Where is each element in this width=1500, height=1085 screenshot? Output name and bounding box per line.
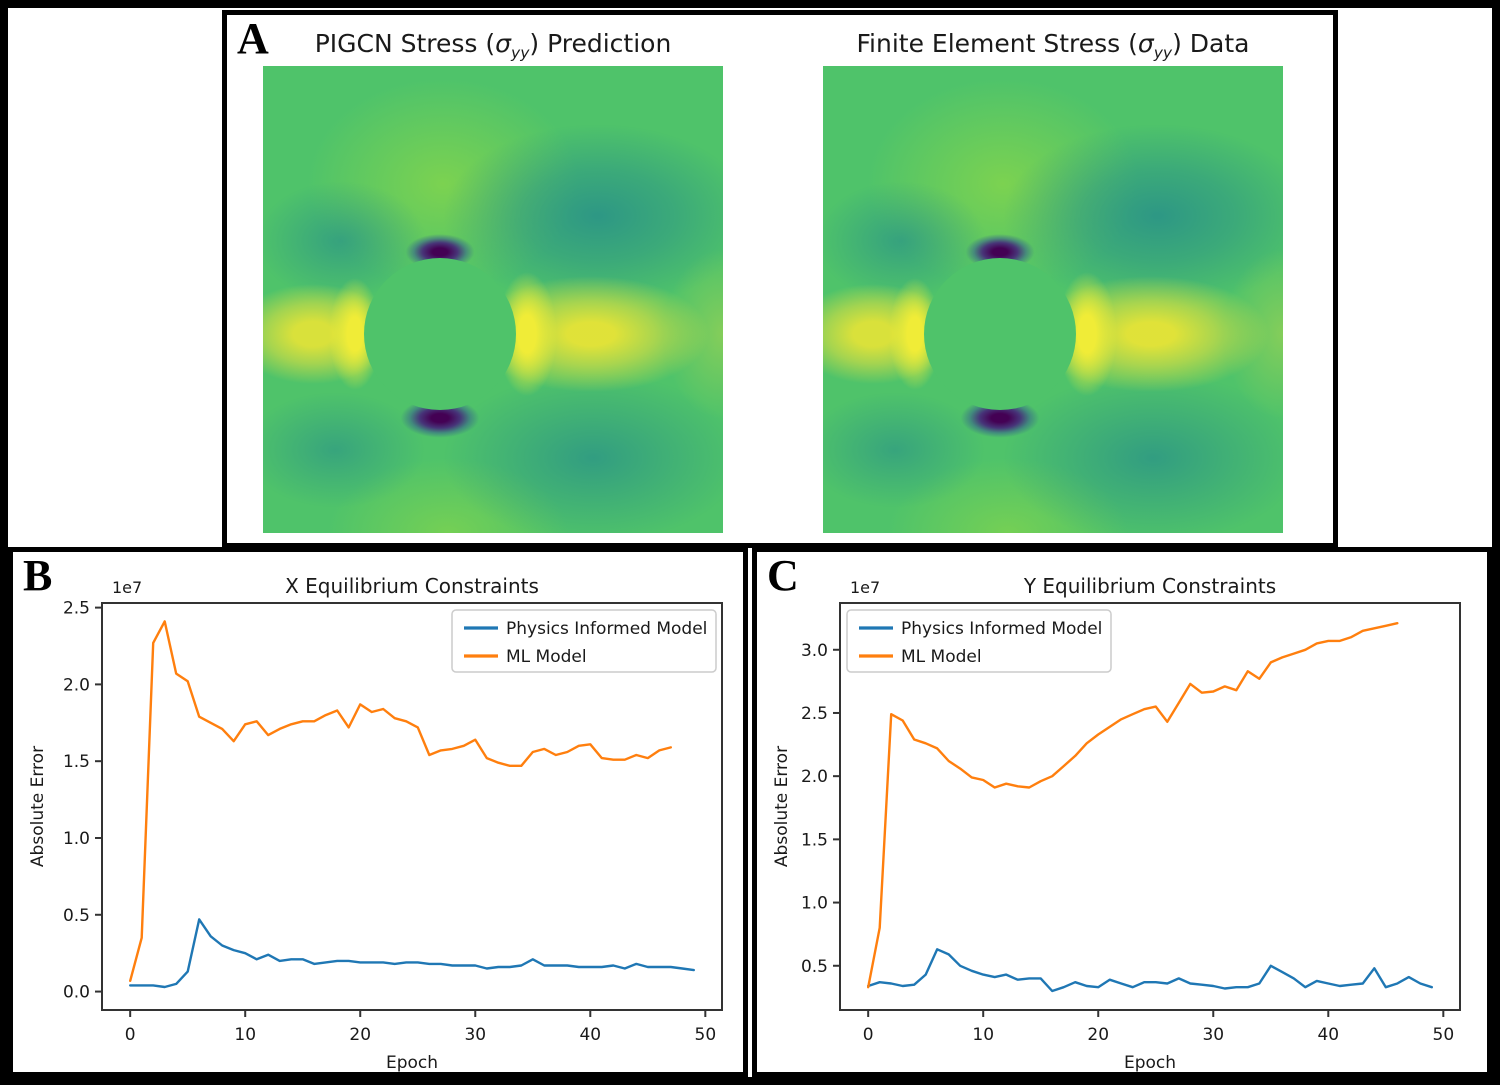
x-tick-label: 20 — [1087, 1025, 1109, 1045]
axes-frame — [839, 602, 1461, 1011]
sigma-symbol: σ — [495, 29, 512, 58]
y-tick-label: 2.0 — [63, 675, 90, 695]
specimen-hole — [924, 258, 1076, 410]
y-tick-label: 2.5 — [801, 704, 828, 724]
y-tick-label: 1.5 — [63, 752, 90, 772]
y-tick-label: 2.5 — [63, 599, 90, 619]
x-axis-label: Epoch — [1124, 1053, 1176, 1072]
y-tick-label: 1.5 — [801, 830, 828, 850]
y-offset-label: 1e7 — [112, 578, 142, 597]
panel-a-label: A — [237, 14, 269, 63]
x-equilibrium-line-chart: 0 10 20 30 40 50 0.0 0.5 1.0 1.5 2.0 2.5 1e7 X Equili… — [28, 574, 723, 1072]
series-line-physics-informed-model — [128, 918, 695, 989]
pigcn-prediction-title: PIGCN Stress (σyy) Prediction — [263, 29, 723, 62]
finite-element-stress-heatmap — [823, 66, 1283, 533]
legend-label-physics-informed-model: Physics Informed Model — [506, 619, 707, 639]
panel-b-x-equilibrium: B 0 10 20 30 40 50 0.0 0.5 1.0 1.5 2.0 2.5 1e7 X Equi… — [8, 547, 748, 1077]
x-tick-label: 30 — [464, 1025, 486, 1045]
title-text: Finite Element Stress ( — [856, 29, 1138, 58]
y-tick-label: 3.0 — [801, 641, 828, 661]
x-tick-label: 20 — [349, 1025, 371, 1045]
sigma-subscript: yy — [1153, 44, 1173, 62]
x-tick-label: 40 — [1317, 1025, 1339, 1045]
sigma-symbol: σ — [1137, 29, 1154, 58]
y-tick-label: 0.0 — [63, 983, 90, 1003]
fe-data-title: Finite Element Stress (σyy) Data — [823, 29, 1283, 62]
panel-c-y-equilibrium: C 0 10 20 30 40 50 0.5 1.0 1.5 2.0 2.5 3.0 1e7 Y Equi… — [752, 547, 1492, 1077]
title-text: ) Data — [1172, 29, 1250, 58]
y-tick-label: 0.5 — [801, 957, 828, 977]
panel-c-label: C — [767, 551, 799, 600]
title-text: ) Prediction — [529, 29, 672, 58]
x-tick-label: 50 — [1433, 1025, 1455, 1045]
legend-label-ml-model: ML Model — [901, 647, 982, 667]
specimen-hole — [364, 258, 516, 410]
series-line-ml-model — [866, 621, 1399, 989]
x-tick-label: 50 — [695, 1025, 717, 1045]
panel-a-stress-comparison: A PIGCN Stress (σyy) Prediction Finite E… — [222, 10, 1338, 548]
legend-box — [451, 609, 717, 673]
y-equilibrium-line-chart: 0 10 20 30 40 50 0.5 1.0 1.5 2.0 2.5 3.0 1e7 Y Equili… — [772, 574, 1461, 1072]
chart-title: Y Equilibrium Constraints — [1023, 574, 1276, 598]
legend-box — [846, 609, 1112, 673]
x-tick-label: 40 — [579, 1025, 601, 1045]
y-offset-label: 1e7 — [850, 578, 880, 597]
y-tick-label: 1.0 — [63, 829, 90, 849]
x-axis-label: Epoch — [386, 1053, 438, 1072]
legend-label-physics-informed-model: Physics Informed Model — [901, 619, 1102, 639]
y-tick-label: 1.0 — [801, 894, 828, 914]
y-axis-label: Absolute Error — [772, 746, 792, 867]
y-tick-label: 0.5 — [63, 906, 90, 926]
pigcn-stress-heatmap — [263, 66, 723, 533]
panel-b-label: B — [23, 551, 53, 600]
series-line-ml-model — [128, 620, 672, 982]
y-axis-label: Absolute Error — [28, 746, 48, 867]
x-tick-label: 30 — [1202, 1025, 1224, 1045]
axes-frame — [101, 602, 723, 1011]
title-text: PIGCN Stress ( — [314, 29, 496, 58]
x-tick-label: 10 — [234, 1025, 256, 1045]
series-line-physics-informed-model — [866, 948, 1433, 993]
x-tick-label: 0 — [125, 1025, 136, 1045]
y-tick-label: 2.0 — [801, 767, 828, 787]
sigma-subscript: yy — [511, 44, 530, 62]
legend-label-ml-model: ML Model — [506, 647, 587, 667]
chart-title: X Equilibrium Constraints — [285, 574, 539, 598]
x-tick-label: 10 — [972, 1025, 994, 1045]
x-tick-label: 0 — [863, 1025, 874, 1045]
